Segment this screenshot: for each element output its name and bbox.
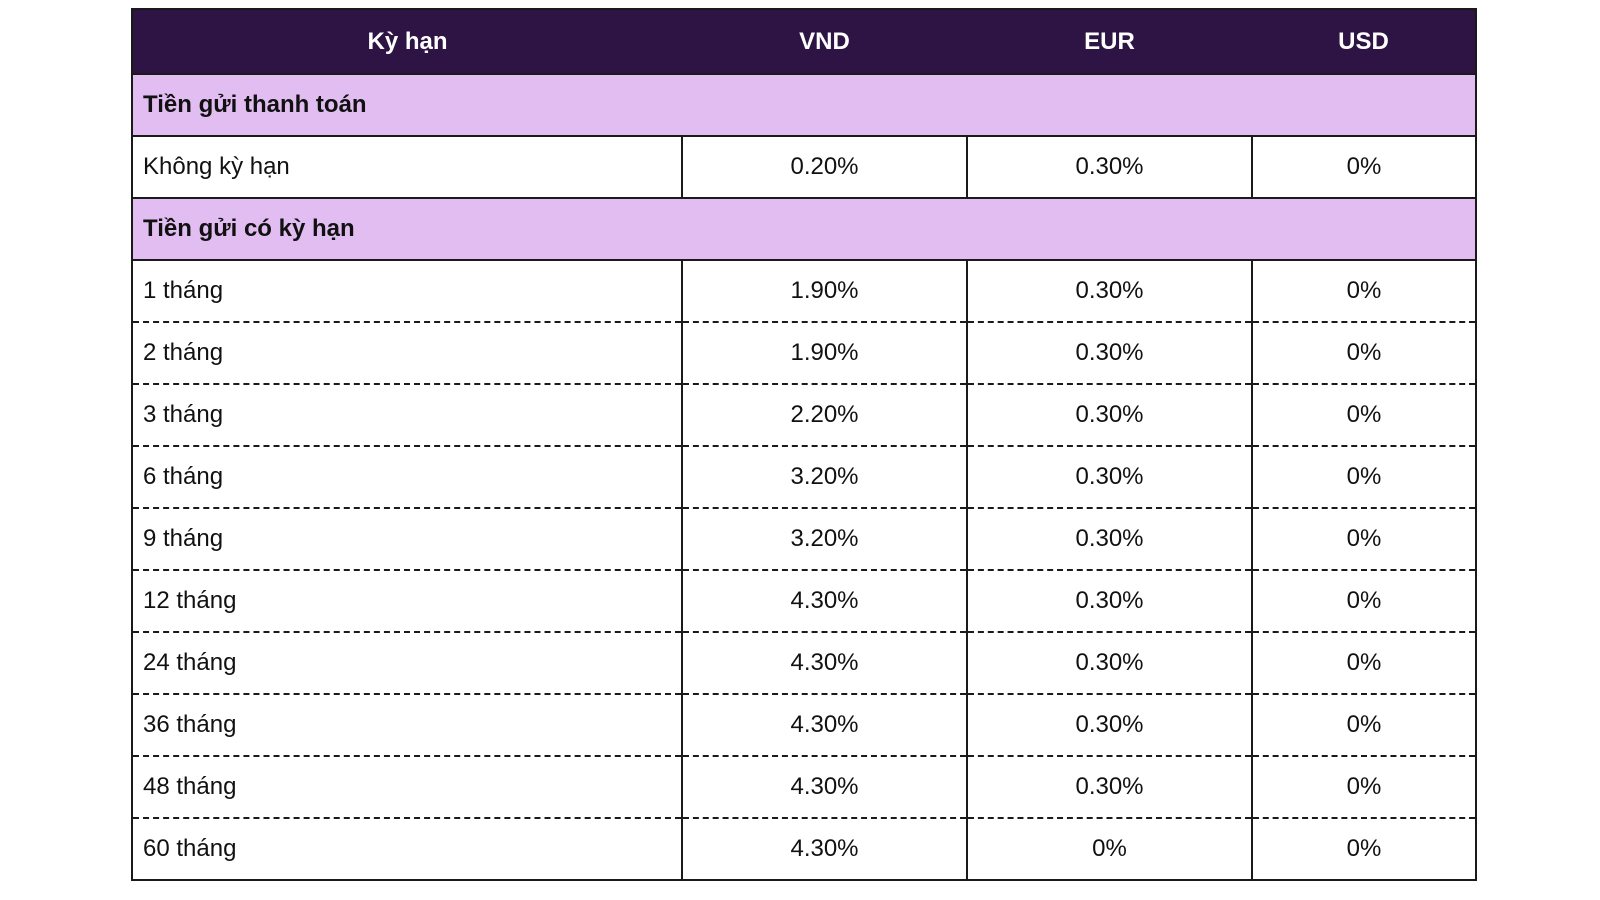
term-cell: 6 tháng <box>132 446 683 509</box>
term-cell: 1 tháng <box>132 260 683 323</box>
vnd-rate-cell: 4.30% <box>681 570 968 633</box>
usd-rate-cell: 0% <box>1251 818 1476 880</box>
table-row: 12 tháng 4.30% 0.30% 0% <box>132 570 1476 633</box>
vnd-rate-cell: 1.90% <box>681 260 968 323</box>
usd-rate-cell: 0% <box>1251 384 1476 447</box>
usd-rate-cell: 0% <box>1251 446 1476 509</box>
header-row: Kỳ hạn VND EUR USD <box>132 9 1476 74</box>
header-vnd: VND <box>682 9 967 74</box>
interest-rate-table: Kỳ hạn VND EUR USD Tiền gửi thanh toán K… <box>131 8 1477 881</box>
eur-rate-cell: 0.30% <box>966 570 1253 633</box>
section-payment-deposit: Tiền gửi thanh toán <box>132 73 1476 137</box>
vnd-rate-cell: 4.30% <box>681 818 968 880</box>
usd-rate-cell: 0% <box>1251 694 1476 757</box>
table-row: 9 tháng 3.20% 0.30% 0% <box>132 508 1476 571</box>
term-cell: 60 tháng <box>132 818 683 880</box>
section-term-deposit: Tiền gửi có kỳ hạn <box>132 197 1476 261</box>
vnd-rate-cell: 1.90% <box>681 322 968 385</box>
table-row: Không kỳ hạn 0.20% 0.30% 0% <box>132 136 1476 199</box>
table-row: 36 tháng 4.30% 0.30% 0% <box>132 694 1476 757</box>
vnd-rate-cell: 3.20% <box>681 508 968 571</box>
term-cell: 3 tháng <box>132 384 683 447</box>
table-row: 2 tháng 1.90% 0.30% 0% <box>132 322 1476 385</box>
eur-rate-cell: 0.30% <box>966 260 1253 323</box>
table-body: Tiền gửi thanh toán Không kỳ hạn 0.20% 0… <box>132 73 1476 880</box>
eur-rate-cell: 0.30% <box>966 446 1253 509</box>
table-row: 60 tháng 4.30% 0% 0% <box>132 818 1476 880</box>
eur-rate-cell: 0.30% <box>966 632 1253 695</box>
eur-rate-cell: 0.30% <box>966 322 1253 385</box>
usd-rate-cell: 0% <box>1251 322 1476 385</box>
vnd-rate-cell: 2.20% <box>681 384 968 447</box>
term-cell: 9 tháng <box>132 508 683 571</box>
term-cell: 36 tháng <box>132 694 683 757</box>
usd-rate-cell: 0% <box>1251 260 1476 323</box>
header-usd: USD <box>1252 9 1476 74</box>
header-term: Kỳ hạn <box>132 9 682 74</box>
vnd-rate-cell: 4.30% <box>681 756 968 819</box>
section-title: Tiền gửi có kỳ hạn <box>132 197 1476 261</box>
table-row: 6 tháng 3.20% 0.30% 0% <box>132 446 1476 509</box>
section-title: Tiền gửi thanh toán <box>132 73 1476 137</box>
eur-rate-cell: 0.30% <box>966 136 1253 199</box>
table-row: 24 tháng 4.30% 0.30% 0% <box>132 632 1476 695</box>
term-cell: 2 tháng <box>132 322 683 385</box>
vnd-rate-cell: 0.20% <box>681 136 968 199</box>
table-row: 1 tháng 1.90% 0.30% 0% <box>132 260 1476 323</box>
table-header: Kỳ hạn VND EUR USD <box>132 9 1476 74</box>
usd-rate-cell: 0% <box>1251 632 1476 695</box>
term-cell: Không kỳ hạn <box>132 136 683 199</box>
term-cell: 48 tháng <box>132 756 683 819</box>
vnd-rate-cell: 4.30% <box>681 632 968 695</box>
eur-rate-cell: 0.30% <box>966 384 1253 447</box>
term-cell: 12 tháng <box>132 570 683 633</box>
eur-rate-cell: 0.30% <box>966 508 1253 571</box>
vnd-rate-cell: 3.20% <box>681 446 968 509</box>
term-cell: 24 tháng <box>132 632 683 695</box>
usd-rate-cell: 0% <box>1251 756 1476 819</box>
eur-rate-cell: 0% <box>966 818 1253 880</box>
table-row: 48 tháng 4.30% 0.30% 0% <box>132 756 1476 819</box>
vnd-rate-cell: 4.30% <box>681 694 968 757</box>
usd-rate-cell: 0% <box>1251 136 1476 199</box>
header-eur: EUR <box>967 9 1252 74</box>
eur-rate-cell: 0.30% <box>966 694 1253 757</box>
eur-rate-cell: 0.30% <box>966 756 1253 819</box>
usd-rate-cell: 0% <box>1251 508 1476 571</box>
usd-rate-cell: 0% <box>1251 570 1476 633</box>
table-row: 3 tháng 2.20% 0.30% 0% <box>132 384 1476 447</box>
